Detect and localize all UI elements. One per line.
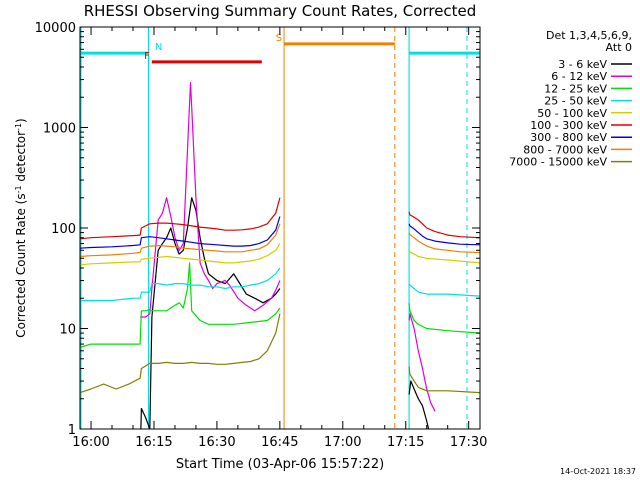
flag-label: N <box>155 42 162 53</box>
plot-area: NF S <box>80 27 480 429</box>
series-line <box>408 250 480 264</box>
series-line <box>140 81 281 318</box>
x-tick-label: 17:30 <box>450 435 487 450</box>
y-tick-label: 10 <box>59 323 76 338</box>
x-tick-label: 17:00 <box>324 435 361 450</box>
y-tick-label: 10000 <box>35 21 76 36</box>
y-axis-label-end: ) <box>14 118 28 123</box>
x-tick-label: 16:15 <box>135 435 172 450</box>
y-axis-label-superscript: -1 <box>14 185 23 193</box>
series-line <box>80 197 281 240</box>
series-line <box>408 302 480 334</box>
legend-label: 800 - 7000 keV <box>523 143 607 156</box>
y-tick-label: 1000 <box>43 122 76 137</box>
y-axis-label-superscript: -1 <box>14 123 23 131</box>
x-axis: 16:00 16:15 16:30 16:45 17:00 17:15 17:30 <box>72 27 487 450</box>
legend-label: 50 - 100 keV <box>537 107 607 120</box>
legend-label: 12 - 25 keV <box>544 82 607 95</box>
series-line <box>80 216 281 249</box>
series-line <box>408 232 480 254</box>
x-axis-label: Start Time (03-Apr-06 15:57:22) <box>176 457 384 472</box>
y-axis-label-main: Corrected Count Rate (s <box>14 193 28 337</box>
legend-label: 100 - 300 keV <box>530 119 607 132</box>
plot-frame <box>79 26 481 430</box>
legend-label: 3 - 6 keV <box>558 58 607 71</box>
legend-label: 300 - 800 keV <box>530 131 607 144</box>
x-tick-label: 16:00 <box>72 435 109 450</box>
series-line <box>408 313 436 412</box>
y-tick-label: 100 <box>51 222 76 237</box>
series-line <box>408 283 480 297</box>
series-line <box>80 262 281 348</box>
x-tick-label: 16:45 <box>261 435 298 450</box>
y-axis-label-middle: detector <box>14 131 28 186</box>
series-line <box>80 223 281 258</box>
flag-label: F <box>144 51 150 62</box>
y-tick-label: 1 <box>68 423 76 438</box>
series-line <box>80 243 281 266</box>
legend-title-line1: Det 1,3,4,5,6,9, <box>546 29 632 42</box>
series-line <box>408 223 480 246</box>
x-tick-label: 16:30 <box>198 435 235 450</box>
series-line <box>140 197 281 429</box>
legend-label: 25 - 50 keV <box>544 95 607 108</box>
chart-title: RHESSI Observing Summary Count Rates, Co… <box>84 2 477 20</box>
legend-label: 7000 - 15000 keV <box>509 156 607 169</box>
series-line <box>80 313 281 394</box>
flag-label: S <box>276 33 282 44</box>
legend-label: 6 - 12 keV <box>551 70 607 83</box>
series-line <box>408 211 480 239</box>
y-axis: 1 10 100 1000 10000 <box>35 21 480 438</box>
legend-title-line2: Att 0 <box>606 41 632 54</box>
series-line <box>80 267 281 302</box>
y-axis-label: Corrected Count Rate (s-1 detector-1) <box>14 118 29 337</box>
footer-date: 14-Oct-2021 18:37 <box>560 467 636 476</box>
x-tick-label: 17:15 <box>387 435 424 450</box>
series-line <box>408 366 480 394</box>
series-line <box>408 380 430 429</box>
